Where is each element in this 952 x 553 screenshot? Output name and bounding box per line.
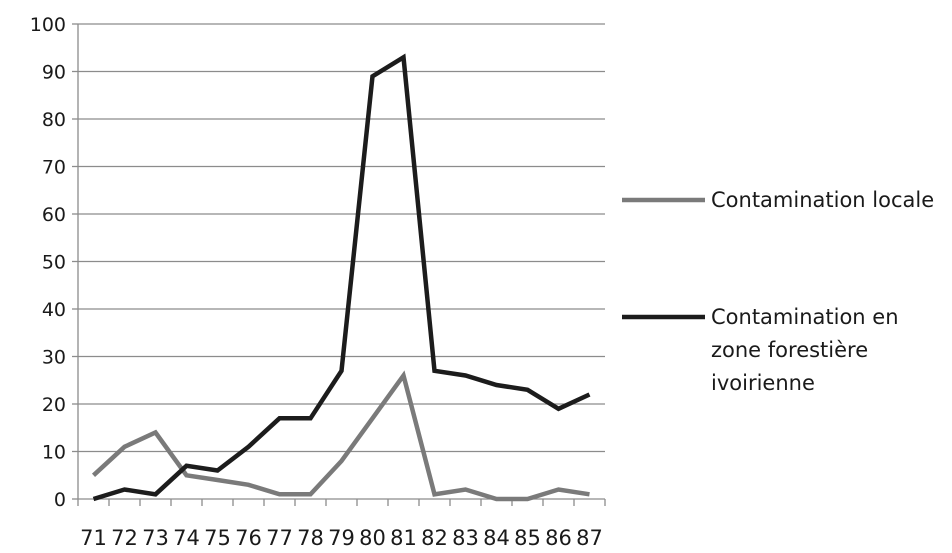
x-axis-tick-labels: 71 72 73 74 75 76 77 78 79 80 81 82 83 84 85 86 87 <box>80 526 603 550</box>
series-line-2 <box>92 53 591 502</box>
legend: Contamination locale Contamination en zone… <box>622 188 934 395</box>
x-tick-label: 71 <box>80 526 107 550</box>
y-tick-label: 40 <box>42 299 66 321</box>
gridlines <box>78 23 605 453</box>
x-tick-label: 85 <box>514 526 541 550</box>
x-tick-label: 75 <box>204 526 231 550</box>
x-tick-label: 77 <box>266 526 293 550</box>
legend-label-1: Contamination locale <box>711 188 934 212</box>
y-tick-label: 0 <box>54 489 66 511</box>
y-tick-label: 90 <box>42 62 66 84</box>
x-tick-label: 79 <box>328 526 355 550</box>
legend-label-2: ivoirienne <box>711 371 815 395</box>
y-tick-label: 50 <box>42 252 66 274</box>
y-axis-tick-labels: 0 10 20 30 40 50 60 70 80 90 100 <box>30 14 66 511</box>
x-tick-label: 84 <box>483 526 510 550</box>
y-tick-label: 70 <box>42 157 66 179</box>
x-tick-label: 81 <box>390 526 417 550</box>
y-tick-label: 100 <box>30 14 66 36</box>
x-tick-label: 72 <box>111 526 138 550</box>
x-tick-label: 82 <box>421 526 448 550</box>
x-tick-label: 73 <box>142 526 169 550</box>
x-tick-label: 76 <box>235 526 262 550</box>
series-line-1 <box>91 370 590 502</box>
y-tick-label: 10 <box>42 442 66 464</box>
x-tick-label: 80 <box>359 526 386 550</box>
x-tick-label: 83 <box>452 526 479 550</box>
legend-label-2: Contamination en <box>711 305 899 329</box>
x-tick-label: 78 <box>297 526 324 550</box>
x-tick-label: 87 <box>576 526 603 550</box>
y-tick-label: 80 <box>42 109 66 131</box>
x-tick-label: 86 <box>545 526 572 550</box>
x-tick-label: 74 <box>173 526 200 550</box>
legend-label-2: zone forestière <box>711 338 868 362</box>
y-tick-label: 60 <box>42 204 66 226</box>
y-tick-label: 30 <box>42 347 66 369</box>
y-tick-label: 20 <box>42 394 66 416</box>
series-lines <box>91 53 591 502</box>
